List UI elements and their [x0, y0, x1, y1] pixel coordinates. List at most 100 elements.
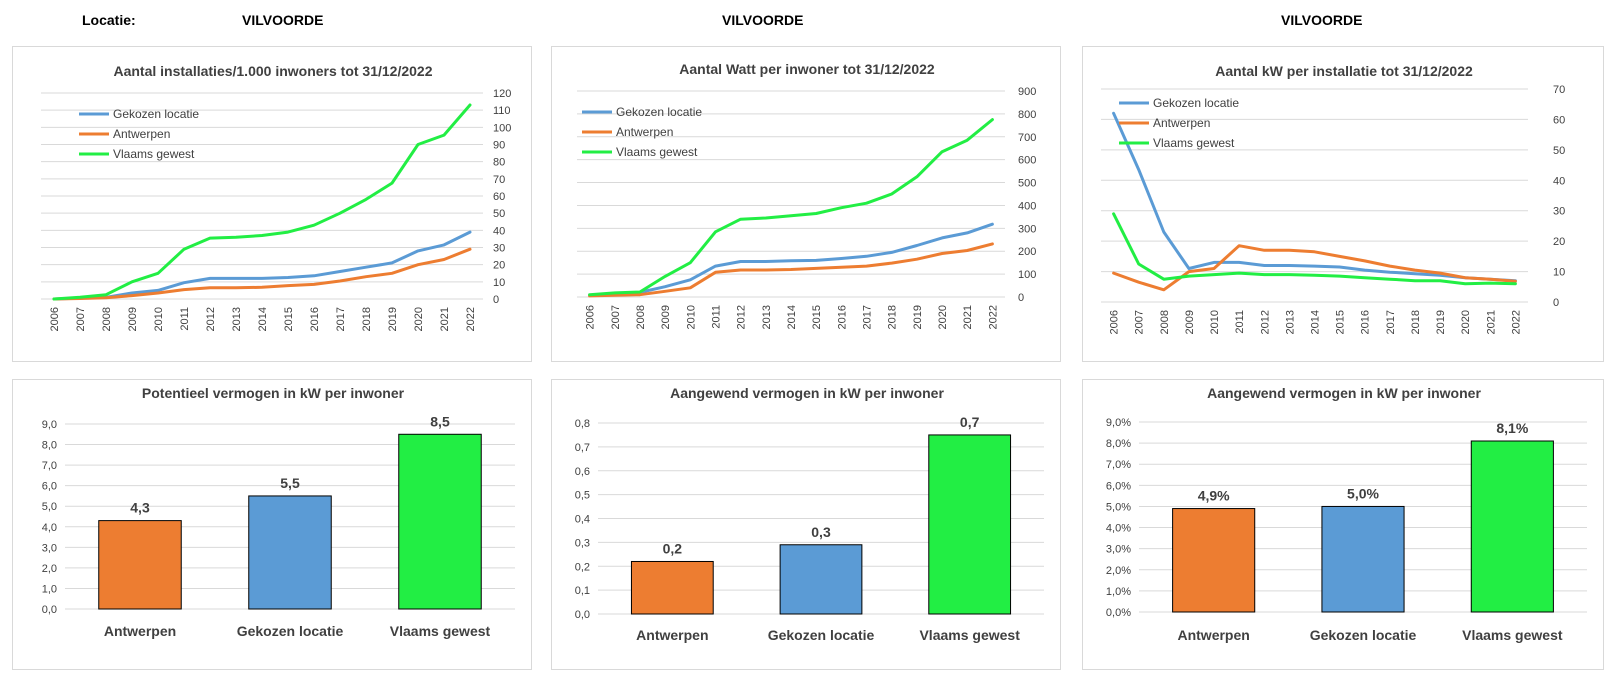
y-tick-label: 0 — [493, 294, 499, 306]
y-tick-label: 4,0% — [1106, 523, 1131, 535]
legend-label: Vlaams gewest — [616, 145, 698, 159]
y-tick-label: 0,8 — [575, 418, 590, 430]
line-chart-watt: Aantal Watt per inwoner tot 31/12/2022 0 1… — [577, 61, 1036, 329]
chart-title: Aangewend vermogen in kW per inwoner — [1207, 385, 1481, 401]
chart-installaties-per-1000: Aantal installaties/1.000 inwoners tot 3… — [12, 46, 532, 362]
bar-chart-potentieel: Potentieel vermogen in kW per inwoner 0,0… — [42, 385, 515, 639]
bar-vlaams-gewest — [398, 433, 482, 610]
y-tick-label: 0 — [1553, 297, 1559, 309]
chart-title: Aangewend vermogen in kW per inwoner — [670, 385, 944, 401]
chart-watt-per-inwoner: Aantal Watt per inwoner tot 31/12/2022 0 1… — [551, 46, 1061, 362]
bar-gekozen-locatie — [1321, 505, 1405, 613]
data-label: 0,2 — [663, 540, 683, 556]
category-label: Antwerpen — [1177, 627, 1249, 643]
x-tick-label: 2016 — [1360, 310, 1372, 334]
chart-title: Potentieel vermogen in kW per inwoner — [142, 385, 405, 401]
x-tick-label: 2013 — [1284, 310, 1296, 334]
y-tick-label: 110 — [493, 105, 511, 117]
x-tick-label: 2014 — [257, 307, 269, 331]
x-tick-label: 2009 — [127, 307, 139, 331]
bar-chart-aangewend: Aangewend vermogen in kW per inwoner 0,0 0… — [575, 385, 1044, 643]
x-tick-label: 2021 — [962, 305, 974, 329]
chart-title: Aantal kW per installatie tot 31/12/2022 — [1215, 63, 1473, 79]
x-tick-label: 2017 — [1385, 310, 1397, 334]
category-label: Vlaams gewest — [1462, 627, 1563, 643]
x-tick-label: 2006 — [49, 307, 61, 331]
x-tick-label: 2015 — [811, 305, 823, 329]
x-tick-label: 2011 — [710, 305, 722, 329]
category-label: Gekozen locatie — [237, 623, 344, 639]
y-tick-label: 0,1 — [575, 585, 590, 597]
y-tick-label: 10 — [1553, 267, 1565, 279]
x-tick-label: 2007 — [610, 305, 622, 329]
y-tick-label: 20 — [493, 260, 505, 272]
x-tick-label: 2020 — [1460, 310, 1472, 334]
x-tick-label: 2018 — [887, 305, 899, 329]
y-tick-label: 60 — [493, 191, 505, 203]
x-tick-label: 2008 — [635, 305, 647, 329]
y-tick-label: 800 — [1018, 109, 1036, 121]
y-tick-label: 0 — [1018, 292, 1024, 304]
data-label: 5,5 — [280, 475, 300, 491]
y-tick-label: 0,6 — [575, 466, 590, 478]
bar-vlaams-gewest — [928, 434, 1012, 615]
x-tick-label: 2013 — [761, 305, 773, 329]
y-tick-label: 5,0% — [1106, 501, 1131, 513]
y-tick-label: 1,0 — [42, 583, 57, 595]
y-tick-label: 30 — [1553, 206, 1565, 218]
category-label: Gekozen locatie — [1310, 627, 1417, 643]
series-line-1 — [588, 242, 994, 298]
x-tick-label: 2015 — [283, 307, 295, 331]
y-tick-label: 100 — [1018, 269, 1036, 281]
x-tick-label: 2007 — [75, 307, 87, 331]
x-tick-label: 2008 — [1159, 310, 1171, 334]
y-tick-label: 200 — [1018, 246, 1036, 258]
x-tick-label: 2012 — [736, 305, 748, 329]
y-tick-label: 0,3 — [575, 537, 590, 549]
data-label: 8,5 — [430, 413, 450, 429]
x-tick-label: 2020 — [937, 305, 949, 329]
line-chart-kw: Aantal kW per installatie tot 31/12/2022… — [1101, 63, 1565, 334]
x-tick-label: 2014 — [786, 305, 798, 329]
legend-label: Antwerpen — [616, 125, 673, 139]
x-tick-label: 2010 — [1209, 310, 1221, 334]
location-name-right: VILVOORDE — [1281, 12, 1363, 28]
y-tick-label: 2,0% — [1106, 565, 1131, 577]
legend-label: Vlaams gewest — [113, 147, 195, 161]
location-label: Locatie: — [82, 12, 136, 28]
x-tick-label: 2021 — [1485, 310, 1497, 334]
x-tick-label: 2008 — [101, 307, 113, 331]
x-tick-label: 2018 — [361, 307, 373, 331]
x-tick-label: 2021 — [439, 307, 451, 331]
y-tick-label: 40 — [493, 225, 505, 237]
x-tick-label: 2007 — [1134, 310, 1146, 334]
data-label: 4,3 — [130, 500, 150, 516]
y-tick-label: 0,0 — [575, 609, 590, 621]
series-line-2 — [588, 118, 994, 297]
chart-title: Aantal installaties/1.000 inwoners tot 3… — [113, 63, 432, 79]
bar-chart-aangewend-pct: Aangewend vermogen in kW per inwoner 0,0%… — [1106, 385, 1587, 643]
y-tick-label: 300 — [1018, 223, 1036, 235]
y-tick-label: 3,0% — [1106, 544, 1131, 556]
y-tick-label: 8,0 — [42, 440, 57, 452]
bar-antwerpen — [98, 520, 182, 610]
data-label: 8,1% — [1496, 420, 1528, 436]
series-line-0 — [52, 230, 472, 301]
bar-vlaams-gewest — [1470, 440, 1554, 613]
category-label: Antwerpen — [104, 623, 176, 639]
x-tick-label: 2017 — [862, 305, 874, 329]
y-tick-label: 40 — [1553, 175, 1565, 187]
location-name: VILVOORDE — [242, 12, 324, 28]
y-tick-label: 0,7 — [575, 442, 590, 454]
chart-kw-per-installatie: Aantal kW per installatie tot 31/12/2022… — [1082, 46, 1604, 362]
data-label: 0,7 — [960, 414, 980, 430]
bar-gekozen-locatie — [248, 495, 332, 610]
data-label: 0,3 — [811, 524, 831, 540]
y-tick-label: 4,0 — [42, 522, 57, 534]
bar-gekozen-locatie — [779, 544, 863, 615]
y-tick-label: 60 — [1553, 114, 1565, 126]
x-tick-label: 2017 — [335, 307, 347, 331]
x-tick-label: 2014 — [1310, 310, 1322, 334]
y-tick-label: 0,0 — [42, 604, 57, 616]
x-tick-label: 2015 — [1335, 310, 1347, 334]
